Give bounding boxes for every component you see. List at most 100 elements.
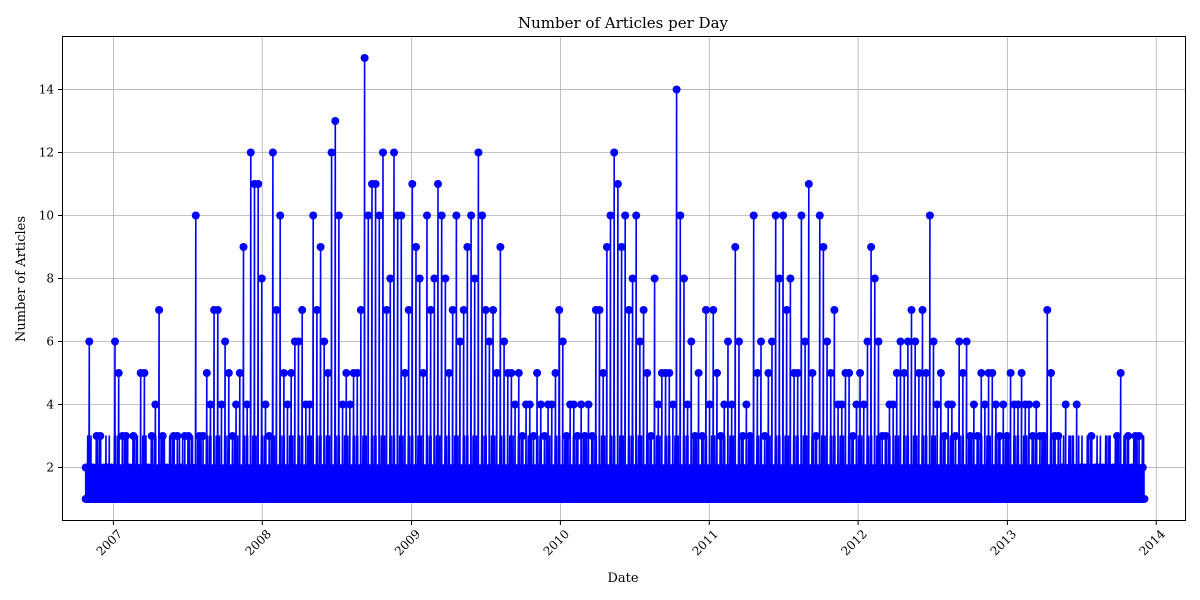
data-point [408,180,417,188]
data-point [562,432,571,440]
data-point [1054,432,1063,440]
x-tick-label: 2012 [838,527,869,558]
y-tick-label: 12 [39,146,54,160]
data-point [863,337,872,346]
data-point [698,432,707,440]
data-point [1072,400,1081,409]
data-point [382,306,391,314]
data-point [771,211,780,220]
data-point [184,432,193,440]
y-tick-label: 6 [46,334,54,348]
data-point [819,243,828,251]
data-point [599,369,608,377]
data-point [665,369,674,377]
y-tick-label: 14 [39,83,55,97]
data-point [551,369,560,377]
data-point [724,337,732,346]
data-point [808,369,817,377]
data-point [155,306,164,314]
data-point [320,337,329,346]
data-point [386,274,395,283]
data-point [1003,432,1011,440]
data-point [309,211,318,220]
data-point [470,274,479,283]
data-point [782,306,791,314]
data-point [514,369,523,377]
data-point [969,400,978,409]
data-point [129,432,138,440]
data-point [437,211,446,220]
x-tick-label: 2010 [541,527,572,558]
data-point [345,400,354,409]
data-point [749,211,758,220]
data-point [738,432,747,440]
data-point [713,369,721,377]
y-tick-label: 2 [46,460,54,474]
data-point [874,337,883,346]
data-point [687,337,696,346]
data-point [474,148,483,157]
data-point [158,432,167,440]
data-point [1017,369,1026,377]
data-point [859,400,868,409]
data-point [837,400,846,409]
data-point [896,337,905,346]
data-point [654,400,663,409]
data-point [881,432,890,440]
data-point [911,337,920,346]
data-point [1087,432,1096,440]
data-point [900,369,909,377]
x-tick-label: 2008 [243,527,274,558]
data-point [573,432,582,440]
data-point [525,400,534,409]
data-point [415,274,424,283]
data-point [500,337,509,346]
data-point [812,432,821,440]
data-point [845,369,854,377]
data-point [191,211,200,220]
data-point [489,306,498,314]
data-point [613,180,622,188]
data-point [779,211,788,220]
data-series-markers [81,54,1149,503]
data-point [151,400,160,409]
data-point [173,432,182,440]
x-tick-label: 2014 [1137,527,1169,559]
data-point [419,369,428,377]
data-point [496,243,505,251]
data-point [518,432,527,440]
data-point [830,306,839,314]
x-tick-label: 2009 [392,527,423,558]
data-point [742,400,751,409]
data-point [529,432,538,440]
data-point [540,432,549,440]
data-point [423,211,431,220]
data-point [364,211,373,220]
data-point [958,369,967,377]
floor-marker-band [81,494,1149,503]
data-point [1014,400,1022,409]
data-point [404,306,413,314]
plot-area-frame [62,36,1186,521]
data-point [140,369,149,377]
data-point [434,180,442,188]
data-point [903,337,912,346]
data-point [775,274,784,283]
data-point [547,400,556,409]
data-point [691,432,699,440]
data-point [606,211,615,220]
data-point [217,400,226,409]
data-point [980,400,989,409]
data-point [973,432,982,440]
data-point [235,369,244,377]
data-point [232,400,241,409]
data-point [962,337,971,346]
data-point [85,337,94,346]
data-point [588,432,597,440]
data-point [635,337,644,346]
data-point [705,400,714,409]
data-point [988,369,997,377]
data-point [536,400,545,409]
data-point [379,148,387,157]
data-point [114,369,123,377]
